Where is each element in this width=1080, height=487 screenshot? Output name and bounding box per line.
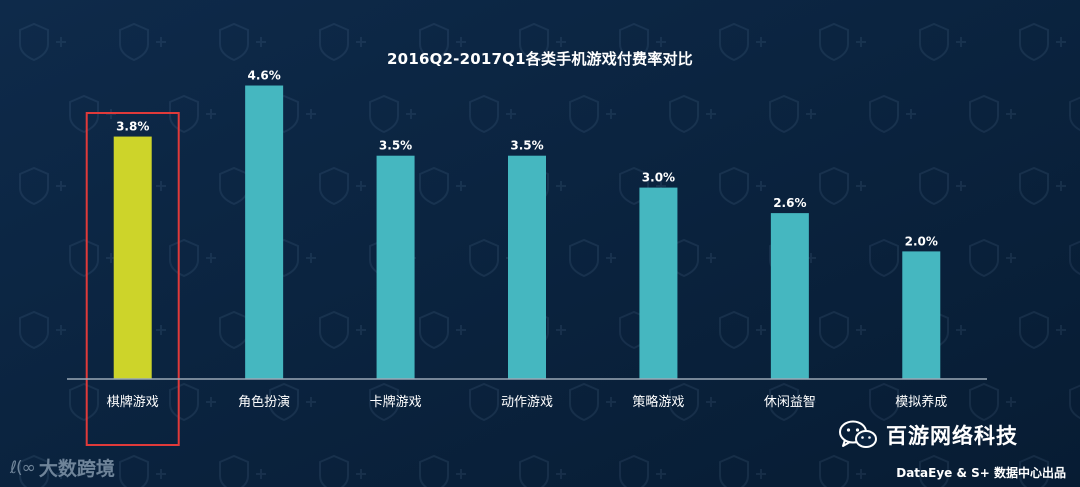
watermark-shield-icon <box>519 22 566 62</box>
watermark-shield-icon <box>869 382 916 422</box>
watermark-shield-icon <box>969 94 1016 134</box>
watermark-shield-icon <box>319 166 366 206</box>
watermark-shield-icon <box>469 382 516 422</box>
watermark-text: 大数跨境 <box>38 458 115 480</box>
watermark-shield-icon <box>669 382 716 422</box>
data-label: 4.6% <box>248 69 281 83</box>
highlight-box <box>85 112 180 446</box>
data-label: 3.5% <box>379 139 412 153</box>
watermark-shield-icon <box>419 310 466 350</box>
watermark-shield-icon <box>1069 384 1080 420</box>
watermark-shield-icon <box>719 310 766 350</box>
watermark-shield-icon <box>1069 240 1080 276</box>
watermark-logo: ℓ(∞ 大数跨境 <box>10 454 115 481</box>
watermark-shield-icon <box>919 166 966 206</box>
source-credit: DataEye & S+ 数据中心出品 <box>896 466 1066 480</box>
watermark-shield-icon <box>419 22 466 62</box>
bar <box>113 136 152 379</box>
watermark-shield-icon <box>569 94 616 134</box>
watermark-shield-icon <box>419 166 466 206</box>
bar <box>770 213 809 379</box>
watermark-shield-icon <box>369 382 416 422</box>
watermark-shield-icon <box>1019 22 1066 62</box>
bar <box>508 155 546 379</box>
watermark-shield-icon <box>819 454 866 487</box>
watermark-shield-icon <box>619 22 666 62</box>
watermark-shield-icon <box>569 382 616 422</box>
watermark-shield-icon <box>19 454 66 487</box>
data-label: 2.6% <box>773 196 806 210</box>
chart-title: 2016Q2-2017Q1各类手机游戏付费率对比 <box>387 50 693 68</box>
watermark-shield-icon <box>969 382 1016 422</box>
category-tick-label: 卡牌游戏 <box>370 394 422 410</box>
watermark-shield-icon <box>669 94 716 134</box>
watermark-shield-icon <box>819 310 866 350</box>
watermark-shield-icon <box>769 94 816 134</box>
watermark-shield-icon <box>269 382 316 422</box>
watermark-shield-icon <box>19 22 66 62</box>
watermark-shield-icon <box>169 238 216 278</box>
category-tick-label: 策略游戏 <box>632 394 684 410</box>
watermark-shield-icon <box>319 454 366 487</box>
watermark-shield-icon <box>419 454 466 487</box>
watermark-shield-icon <box>19 166 66 206</box>
bar <box>639 187 678 379</box>
watermark-shield-icon <box>969 238 1016 278</box>
data-label: 3.5% <box>510 139 543 153</box>
watermark-shield-icon <box>1069 96 1080 132</box>
watermark-shield-icon <box>1019 454 1066 487</box>
data-label: 3.8% <box>116 120 149 134</box>
watermark-shield-icon <box>319 22 366 62</box>
watermark-shield-icon <box>219 22 266 62</box>
watermark-shield-icon <box>719 454 766 487</box>
watermark-shield-icon <box>719 166 766 206</box>
watermark-shield-icon <box>569 238 616 278</box>
watermark-shield-icon <box>169 382 216 422</box>
watermark-shield-icon <box>1019 166 1066 206</box>
watermark-shield-icon <box>869 94 916 134</box>
category-tick-label: 棋牌游戏 <box>107 394 159 410</box>
watermark-shield-icon <box>69 382 116 422</box>
watermark-shield-icon <box>169 94 216 134</box>
watermark-shield-icon <box>819 22 866 62</box>
wechat-icon <box>839 420 877 448</box>
watermark-shield-icon <box>519 454 566 487</box>
data-label: 3.0% <box>642 171 675 185</box>
bar <box>245 85 284 380</box>
category-tick-label: 角色扮演 <box>238 394 290 410</box>
bar <box>376 155 415 379</box>
watermark-shield-icon <box>1019 310 1066 350</box>
watermark-shield-icon <box>369 94 416 134</box>
watermark-shield-icon <box>719 22 766 62</box>
watermark-shield-icon <box>769 382 816 422</box>
watermark-shield-icon <box>819 166 866 206</box>
brand: 百游网络科技 <box>838 420 1018 450</box>
category-tick-label: 模拟养成 <box>895 394 947 410</box>
watermark-shield-icon <box>219 454 266 487</box>
watermark-shield-icon <box>19 310 66 350</box>
watermark-shield-icon <box>119 22 166 62</box>
brand-name: 百游网络科技 <box>886 424 1018 448</box>
watermark-mark: ℓ(∞ <box>10 457 36 478</box>
category-tick-label: 动作游戏 <box>501 395 553 410</box>
category-tick-label: 休闲益智 <box>764 395 816 410</box>
data-label: 2.0% <box>905 234 938 248</box>
watermark-shield-icon <box>119 454 166 487</box>
bar <box>902 251 941 379</box>
watermark-shield-icon <box>919 454 966 487</box>
watermark-shield-icon <box>319 310 366 350</box>
watermark-shield-icon <box>469 94 516 134</box>
watermark-shield-icon <box>919 22 966 62</box>
watermark-shield-icon <box>619 454 666 487</box>
